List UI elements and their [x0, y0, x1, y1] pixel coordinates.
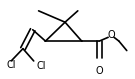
Text: Cl: Cl [37, 61, 46, 71]
Text: Cl: Cl [6, 60, 16, 70]
Text: O: O [96, 66, 103, 76]
Text: O: O [107, 30, 115, 40]
